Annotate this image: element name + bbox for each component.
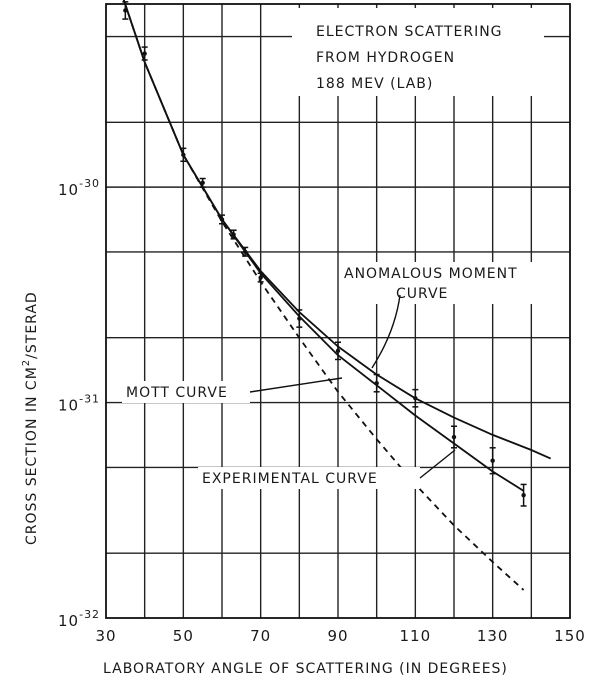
y-tick-label--31: 10-31 — [58, 393, 100, 415]
y-axis-title-main: CROSS SECTION IN CM — [24, 366, 40, 545]
y-tick-label--32: 10-32 — [58, 608, 100, 630]
data-point-9 — [335, 348, 341, 354]
data-point-10 — [374, 380, 379, 386]
data-point-4 — [219, 217, 225, 222]
y-axis-title-tail: /STERAD — [24, 291, 40, 359]
title-line-3: 188 MEV (LAB) — [316, 76, 433, 92]
leader-anomalous — [371, 294, 401, 369]
y-tick-exp: -31 — [79, 393, 100, 406]
series-line-2 — [122, 0, 525, 492]
data-point-12 — [451, 434, 457, 440]
data-point-8 — [297, 316, 302, 321]
x-tick-label-110: 110 — [400, 627, 432, 645]
annotation-bg-mott — [122, 381, 250, 403]
x-tick-label-30: 30 — [95, 627, 116, 645]
x-tick-label-70: 70 — [250, 627, 271, 645]
leader-experimental — [419, 449, 456, 479]
annotation-experimental: EXPERIMENTAL CURVE — [202, 471, 378, 487]
y-tick-base: 10 — [58, 397, 79, 415]
data-point-13 — [490, 458, 495, 463]
x-tick-label-130: 130 — [477, 627, 509, 645]
data-point-5 — [231, 232, 236, 237]
title-line-2: FROM HYDROGEN — [316, 50, 455, 66]
annotation-anomalous-line-1: ANOMALOUS MOMENT — [344, 266, 518, 282]
y-tick-exp: -32 — [79, 608, 100, 621]
x-tick-label-50: 50 — [173, 627, 194, 645]
y-axis-title: CROSS SECTION IN CM2/STERAD — [21, 291, 40, 545]
title-line-1: ELECTRON SCATTERING — [316, 24, 503, 40]
y-tick-base: 10 — [58, 181, 79, 199]
annotation-bg-experimental — [198, 467, 420, 489]
data-point-6 — [243, 249, 248, 254]
grid — [106, 4, 570, 618]
title-box — [292, 8, 544, 96]
x-tick-label-90: 90 — [327, 627, 348, 645]
annotation-anomalous-line-2: CURVE — [396, 286, 448, 302]
data-point-11 — [413, 396, 418, 401]
leader-mott — [249, 377, 343, 393]
y-axis-title-sup: 2 — [21, 359, 32, 366]
data-point-7 — [258, 275, 263, 280]
y-tick-exp: -30 — [79, 177, 100, 190]
data-point-2 — [181, 152, 186, 158]
data-point-3 — [200, 180, 205, 186]
data-point-14 — [521, 493, 526, 498]
data-point-0 — [123, 8, 128, 13]
data-points — [122, 1, 527, 507]
y-tick-base: 10 — [58, 612, 79, 630]
x-tick-label-150: 150 — [554, 627, 586, 645]
x-axis-title: LABORATORY ANGLE OF SCATTERING (IN DEGRE… — [103, 661, 508, 677]
annotation-mott: MOTT CURVE — [126, 385, 228, 401]
data-point-1 — [142, 51, 147, 56]
y-tick-label--30: 10-30 — [58, 177, 100, 199]
annotation-bg-anomalous — [340, 262, 540, 304]
plot-frame — [105, 3, 571, 619]
